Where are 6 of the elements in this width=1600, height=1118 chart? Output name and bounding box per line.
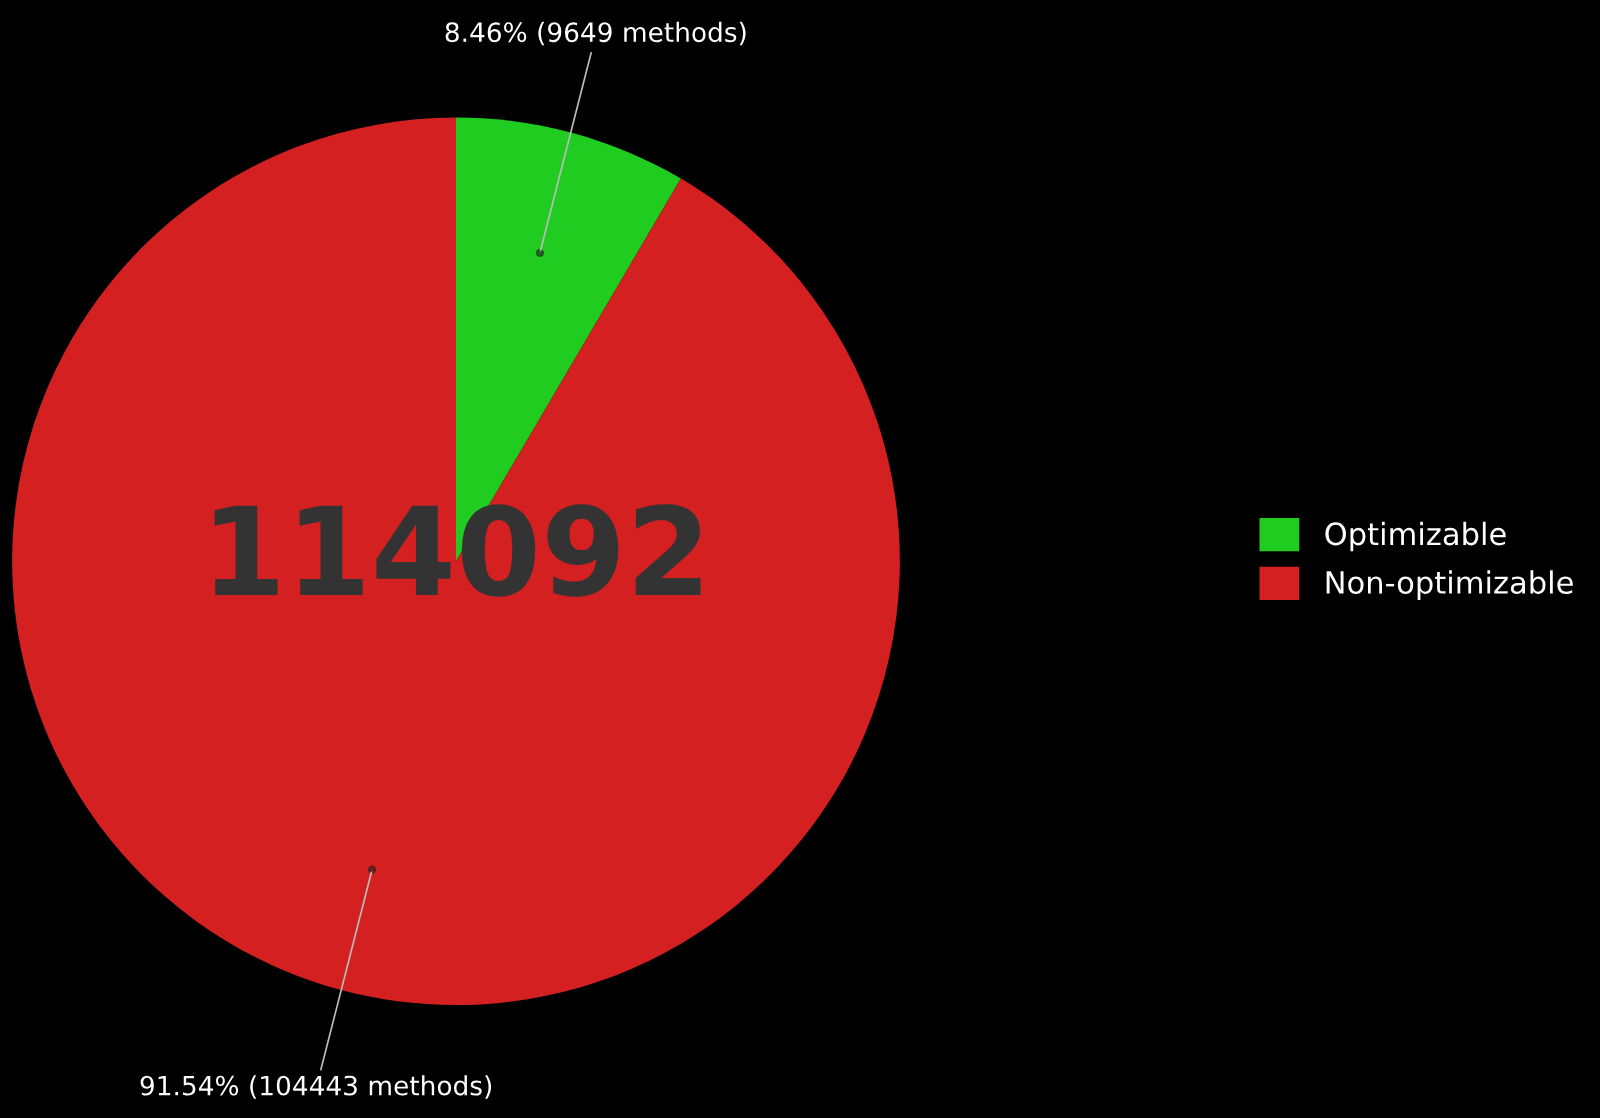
data-label: 91.54% (104443 methods): [140, 1075, 492, 1099]
text: 114092: [214, 504, 701, 597]
data-label: 8.46% (9649 methods): [445, 21, 746, 46]
pie-slice: [12, 117, 900, 1006]
legend-label: Non-optimizable: [1326, 570, 1573, 600]
legend-label: Optimizable: [1325, 521, 1506, 552]
